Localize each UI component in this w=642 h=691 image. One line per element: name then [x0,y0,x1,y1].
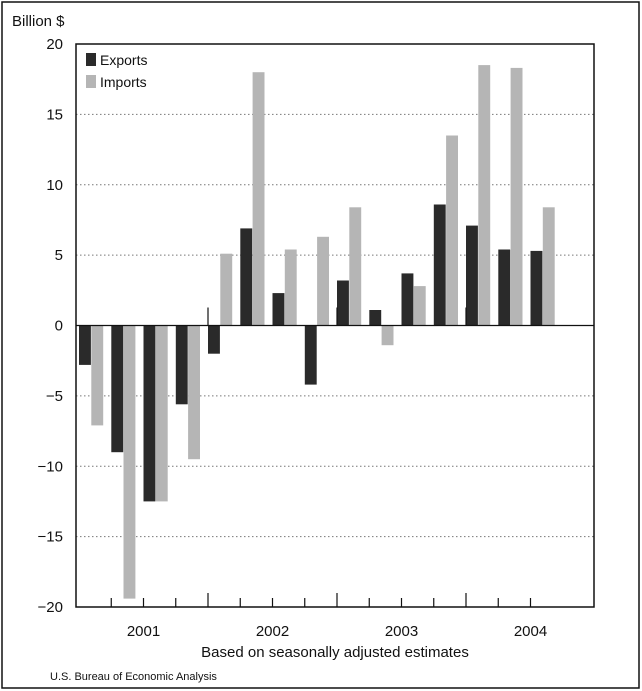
y-tick-label: 10 [46,177,63,194]
bar-exports [401,273,414,326]
bar-imports [542,207,555,326]
y-axis-ticks: 20 15 10 5 0 −5 −10 −15 −20 [38,36,63,616]
bar-imports [317,236,329,326]
bar-imports [188,325,200,460]
y-tick-label: 0 [55,318,63,335]
bar-exports [111,325,124,453]
y-tick-label: 15 [46,106,63,123]
bar-exports [79,325,91,365]
bar-exports [143,325,156,502]
bar-exports [304,325,317,385]
y-tick-label: −20 [38,599,63,616]
y-tick-label: −5 [46,388,63,405]
bar-exports [337,280,349,326]
legend-label-exports: Exports [100,52,147,68]
bar-imports [349,207,362,326]
x-year-label: 2002 [256,623,289,640]
bar-imports [478,65,491,326]
plot-area-border [75,43,595,608]
bar-exports [433,204,446,326]
x-year-label: 2003 [385,623,418,640]
y-tick-label: −10 [38,458,63,475]
bar-exports [498,249,511,326]
bar-imports [123,325,136,599]
bar-imports [220,253,233,326]
bar-exports [369,310,382,326]
legend-swatch-imports [86,75,96,88]
y-unit-label: Billion $ [12,13,65,30]
bar-exports [175,325,188,405]
bar-imports [510,67,523,326]
x-year-label: 2001 [127,623,160,640]
legend-swatch-exports [86,53,96,66]
y-tick-label: 5 [55,247,63,264]
bar-exports [530,250,543,326]
bar-exports [466,225,478,326]
bar-imports [91,325,104,426]
x-year-label: 2004 [514,623,547,640]
legend-label-imports: Imports [100,74,147,90]
bar-exports [240,228,253,326]
bar-imports [381,325,394,346]
bar-imports [155,325,168,502]
legend: Exports Imports [86,52,147,90]
bars [79,65,555,599]
x-axis-ticks: 2001 2002 2003 2004 [110,307,547,640]
bar-exports [208,325,220,354]
bar-imports [446,135,458,326]
source-note: U.S. Bureau of Economic Analysis [50,671,217,683]
y-tick-label: 20 [46,36,63,53]
y-tick-label: −15 [38,529,63,546]
bar-imports [413,286,426,326]
bar-imports [252,72,265,326]
bar-imports [284,249,297,326]
bar-exports [272,293,285,326]
x-axis-label: Based on seasonally adjusted estimates [201,644,469,661]
